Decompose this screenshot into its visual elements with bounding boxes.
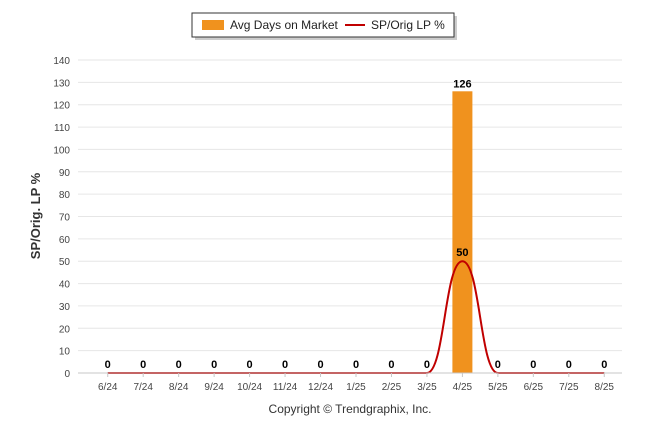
y-tick-label: 30	[59, 302, 71, 313]
x-tick-label: 6/25	[524, 382, 544, 393]
y-tick-label: 130	[53, 78, 70, 89]
legend-label-bar: Avg Days on Market	[230, 18, 338, 32]
x-tick-label: 5/25	[488, 382, 508, 393]
line-data-label: 0	[530, 359, 536, 371]
x-tick-label: 2/25	[382, 382, 402, 393]
y-tick-label: 0	[64, 369, 70, 380]
y-tick-label: 50	[59, 257, 71, 268]
legend: Avg Days on Market SP/Orig LP %	[191, 12, 457, 40]
line-data-label: 0	[495, 359, 501, 371]
line-data-label: 0	[211, 359, 217, 371]
x-tick-label: 9/24	[204, 382, 224, 393]
x-tick-label: 6/24	[98, 382, 118, 393]
line-data-label: 0	[282, 359, 288, 371]
y-tick-label: 80	[59, 190, 71, 201]
x-tick-label: 11/24	[273, 382, 298, 393]
x-tick-label: 12/24	[308, 382, 333, 393]
x-tick-label: 8/25	[595, 382, 615, 393]
line-data-label: 0	[566, 359, 572, 371]
line-data-label: 0	[353, 359, 359, 371]
line-data-label: 0	[601, 359, 607, 371]
bar-data-label: 126	[453, 78, 471, 90]
x-tick-label: 8/24	[169, 382, 189, 393]
y-tick-label: 70	[59, 213, 71, 224]
y-tick-label: 120	[53, 101, 70, 112]
line-data-label: 0	[247, 359, 253, 371]
x-tick-label: 10/24	[237, 382, 262, 393]
line-data-label: 0	[317, 359, 323, 371]
line-data-label: 0	[388, 359, 394, 371]
y-axis-title: SP/Orig. LP %	[28, 172, 43, 259]
y-tick-label: 10	[59, 347, 71, 358]
y-tick-label: 100	[53, 145, 70, 156]
y-tick-label: 40	[59, 280, 71, 291]
y-tick-label: 140	[53, 56, 70, 67]
line-data-label: 0	[140, 359, 146, 371]
x-tick-label: 7/25	[559, 382, 579, 393]
y-tick-label: 60	[59, 235, 71, 246]
x-tick-label: 4/25	[453, 382, 473, 393]
x-tick-label: 3/25	[417, 382, 437, 393]
legend-box	[191, 12, 455, 38]
legend-swatch-bar	[202, 20, 224, 30]
bar	[452, 91, 473, 374]
x-tick-label: 1/25	[346, 382, 366, 393]
line-data-label: 0	[105, 359, 111, 371]
line-data-label: 50	[456, 247, 468, 259]
line-data-label: 0	[176, 359, 182, 371]
y-tick-label: 20	[59, 324, 71, 335]
legend-label-line: SP/Orig LP %	[371, 18, 445, 32]
copyright-text: Copyright © Trendgraphix, Inc.	[269, 402, 432, 416]
y-tick-label: 110	[54, 123, 70, 134]
series-line	[107, 260, 605, 374]
y-tick-label: 90	[59, 168, 71, 179]
line-data-label: 0	[424, 359, 430, 371]
x-tick-label: 7/24	[133, 382, 153, 393]
